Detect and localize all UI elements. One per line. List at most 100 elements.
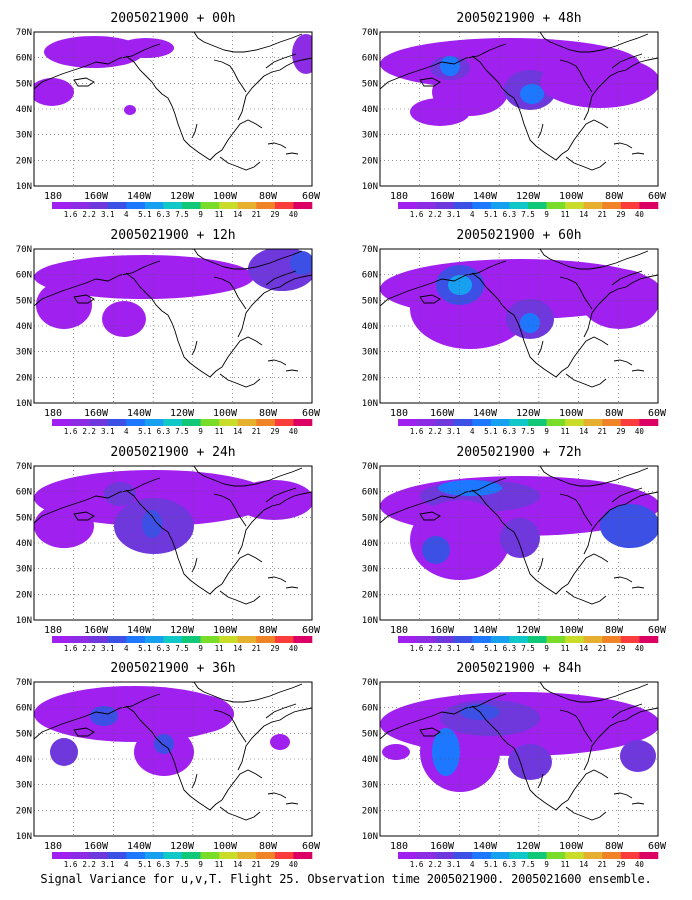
lon-tick-label: 180 [44, 625, 62, 636]
colorbar-swatch [126, 419, 146, 426]
lat-tick-label: 20N [362, 590, 378, 600]
colorbar-swatch [639, 636, 659, 643]
colorbar-swatch [293, 419, 313, 426]
colorbar-swatch [107, 202, 127, 209]
colorbar-label: 21 [252, 427, 261, 436]
colorbar-swatch [565, 852, 585, 859]
colorbar-label: 9 [544, 427, 549, 436]
lon-tick-label: 80W [259, 191, 278, 202]
colorbar-swatch [546, 419, 566, 426]
colorbar-label: 1.6 [410, 860, 424, 869]
colorbar-label: 6.3 [157, 210, 171, 219]
colorbar-label: 6.3 [157, 427, 171, 436]
colorbar-label: 40 [635, 644, 645, 653]
map-frame [379, 465, 659, 621]
map-frame [33, 31, 313, 187]
lat-tick-label: 60N [362, 704, 378, 714]
colorbar-label: 11 [215, 427, 224, 436]
colorbar-swatch [416, 202, 436, 209]
colorbar-label: 6.3 [503, 210, 517, 219]
colorbar: 1.6 2.2 3.1 4 5.1 6.3 7.5 9 11 14 21 29 40 [398, 202, 659, 219]
panel-title: 2005021900 + 00h [110, 11, 235, 26]
colorbar-swatch [602, 202, 622, 209]
map-panel: 2005021900 + 24h 70N 60N 50N 40N 30N 20N 10N 180… [16, 445, 321, 653]
colorbar-swatch [398, 202, 417, 209]
colorbar-swatch [144, 636, 164, 643]
colorbar-swatch [602, 636, 622, 643]
colorbar-swatch [274, 202, 294, 209]
colorbar-swatch [620, 419, 640, 426]
colorbar-swatch [70, 852, 90, 859]
lon-tick-label: 100W [559, 408, 584, 419]
colorbar-swatch [528, 636, 547, 643]
panel-title: 2005021900 + 48h [456, 11, 581, 26]
colorbar-label: 21 [598, 644, 607, 653]
lon-tick-label: 100W [559, 625, 584, 636]
colorbar-swatch [435, 852, 455, 859]
lon-tick-label: 60W [648, 625, 667, 636]
colorbar-label: 29 [270, 860, 279, 869]
colorbar-label: 3.1 [447, 860, 461, 869]
graticule [34, 466, 312, 620]
lat-tick-label: 30N [362, 781, 378, 791]
colorbar-label: 21 [252, 644, 261, 653]
colorbar-swatch [144, 419, 164, 426]
colorbar-label: 9 [544, 860, 549, 869]
map-panel: 2005021900 + 00h 70N 60N 50N 40N 30N 20N 10N 180… [16, 11, 321, 219]
colorbar-swatch [583, 419, 603, 426]
colorbar-label: 1.6 [64, 860, 78, 869]
lon-tick-label: 60W [648, 841, 667, 852]
colorbar-swatch [107, 636, 127, 643]
colorbar-swatch [144, 852, 164, 859]
map-panel: 2005021900 + 48h 70N 60N 50N 40N 30N 20N 10N 180… [362, 11, 667, 219]
colorbar-label: 40 [289, 427, 299, 436]
lat-tick-label: 60N [16, 488, 32, 498]
lon-tick-label: 100W [213, 625, 238, 636]
lat-tick-label: 20N [16, 806, 32, 816]
colorbar-swatch [453, 852, 473, 859]
coastline [380, 466, 658, 605]
lon-tick-label: 80W [259, 841, 278, 852]
colorbar-swatch [472, 852, 492, 859]
colorbar-swatch [528, 202, 547, 209]
colorbar-label: 11 [561, 860, 570, 869]
lon-tick-label: 80W [605, 625, 624, 636]
colorbar-label: 14 [233, 644, 243, 653]
lat-tick-label: 50N [362, 729, 378, 739]
colorbar-label: 1.6 [64, 210, 78, 219]
colorbar-swatch [620, 202, 640, 209]
colorbar-swatch [163, 419, 183, 426]
colorbar-swatch [200, 202, 220, 209]
colorbar-swatch [398, 636, 417, 643]
lon-tick-label: 180 [390, 841, 408, 852]
lon-tick-label: 180 [44, 408, 62, 419]
lat-tick-label: 30N [362, 565, 378, 575]
colorbar-label: 4 [124, 644, 129, 653]
lon-tick-label: 140W [127, 408, 152, 419]
colorbar-label: 2.2 [428, 860, 442, 869]
colorbar-swatch [52, 852, 71, 859]
graticule [34, 249, 312, 403]
lon-tick-label: 120W [170, 841, 195, 852]
colorbar-label: 7.5 [175, 644, 189, 653]
lon-tick-label: 120W [516, 408, 541, 419]
coastline [34, 466, 312, 605]
colorbar-swatch [126, 202, 146, 209]
colorbar-swatch [200, 636, 220, 643]
colorbar-label: 2.2 [428, 644, 442, 653]
colorbar-swatch [237, 852, 257, 859]
colorbar-swatch [620, 852, 640, 859]
lat-tick-label: 30N [16, 565, 32, 575]
colorbar: 1.6 2.2 3.1 4 5.1 6.3 7.5 9 11 14 21 29 40 [52, 419, 313, 436]
colorbar-swatch [565, 419, 585, 426]
lon-tick-label: 60W [648, 191, 667, 202]
lat-tick-label: 20N [16, 373, 32, 383]
colorbar-label: 3.1 [101, 210, 115, 219]
colorbar-label: 14 [233, 210, 243, 219]
lon-tick-label: 140W [127, 841, 152, 852]
colorbar-label: 6.3 [157, 860, 171, 869]
colorbar-swatch [163, 636, 183, 643]
colorbar-label: 9 [544, 210, 549, 219]
colorbar-label: 6.3 [157, 644, 171, 653]
lon-tick-label: 120W [170, 408, 195, 419]
